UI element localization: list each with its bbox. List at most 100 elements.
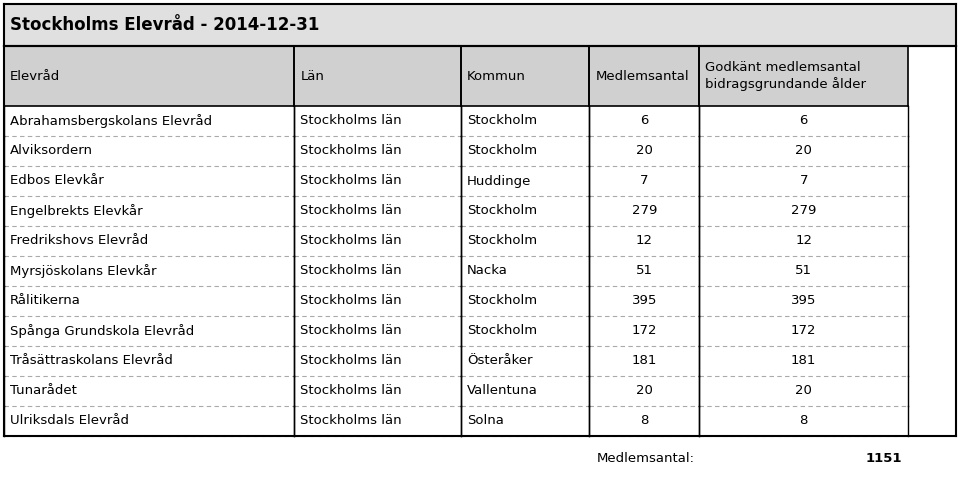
Text: Stockholms län: Stockholms län (300, 115, 402, 128)
Text: 20: 20 (795, 384, 812, 397)
Bar (461, 136, 589, 166)
Text: 20: 20 (636, 144, 653, 157)
Text: Stockholms län: Stockholms län (300, 324, 402, 337)
Text: Godkänt medlemsantal
bidragsgrundande ålder: Godkänt medlemsantal bidragsgrundande ål… (705, 61, 866, 91)
Bar (461, 286, 589, 316)
Bar (589, 376, 699, 406)
Text: Fredrikshovs Elevråd: Fredrikshovs Elevråd (10, 235, 148, 248)
Text: Abrahamsbergskolans Elevråd: Abrahamsbergskolans Elevråd (10, 114, 212, 128)
Text: Stockholms län: Stockholms län (300, 415, 402, 428)
Bar (589, 256, 699, 286)
Bar (295, 136, 461, 166)
Text: 6: 6 (800, 115, 808, 128)
Text: 6: 6 (640, 115, 648, 128)
Text: Stockholm: Stockholm (467, 235, 537, 248)
Bar (589, 46, 699, 106)
Bar (699, 376, 908, 406)
Bar (589, 346, 699, 376)
Bar (295, 46, 461, 106)
Text: 7: 7 (800, 175, 808, 188)
Bar (461, 166, 589, 196)
Bar (589, 136, 699, 166)
Text: 172: 172 (791, 324, 816, 337)
Bar (4, 226, 295, 256)
Text: 1151: 1151 (866, 452, 902, 465)
Bar (589, 196, 699, 226)
Text: 395: 395 (791, 295, 816, 308)
Bar (699, 46, 908, 106)
Bar (295, 106, 461, 136)
Bar (699, 106, 908, 136)
Text: Medlemsantal:: Medlemsantal: (597, 452, 695, 465)
Text: Tunarådet: Tunarådet (10, 384, 77, 397)
Bar (461, 316, 589, 346)
Bar (589, 286, 699, 316)
Text: 12: 12 (795, 235, 812, 248)
Bar (589, 166, 699, 196)
Text: 395: 395 (632, 295, 657, 308)
Bar (4, 346, 295, 376)
Bar (295, 286, 461, 316)
Text: 20: 20 (636, 384, 653, 397)
Bar (4, 106, 295, 136)
Text: Medlemsantal: Medlemsantal (595, 70, 689, 83)
Bar (295, 226, 461, 256)
Text: Solna: Solna (467, 415, 504, 428)
Text: 279: 279 (632, 204, 657, 217)
Bar (699, 346, 908, 376)
Text: 172: 172 (632, 324, 657, 337)
Bar (4, 286, 295, 316)
Text: Spånga Grundskola Elevråd: Spånga Grundskola Elevråd (10, 324, 194, 338)
Text: Stockholms län: Stockholms län (300, 144, 402, 157)
Bar (4, 376, 295, 406)
Text: 51: 51 (636, 264, 653, 277)
Bar (589, 316, 699, 346)
Text: Rålitikerna: Rålitikerna (10, 295, 81, 308)
Text: Stockholms län: Stockholms län (300, 295, 402, 308)
Bar (699, 226, 908, 256)
Bar (461, 106, 589, 136)
Bar (699, 316, 908, 346)
Text: 8: 8 (800, 415, 808, 428)
Text: Stockholms län: Stockholms län (300, 355, 402, 368)
Bar (461, 46, 589, 106)
Text: Ulriksdals Elevråd: Ulriksdals Elevråd (10, 415, 129, 428)
Bar (699, 196, 908, 226)
Text: Tråsättraskolans Elevråd: Tråsättraskolans Elevråd (10, 355, 173, 368)
Text: Stockholms län: Stockholms län (300, 175, 402, 188)
Bar (4, 166, 295, 196)
Text: Huddinge: Huddinge (467, 175, 531, 188)
Text: Nacka: Nacka (467, 264, 508, 277)
Bar (589, 406, 699, 436)
Bar (295, 346, 461, 376)
Bar (295, 256, 461, 286)
Bar (295, 406, 461, 436)
Text: Stockholm: Stockholm (467, 204, 537, 217)
Text: Stockholms län: Stockholms län (300, 204, 402, 217)
Bar (4, 136, 295, 166)
Text: Alviksordern: Alviksordern (10, 144, 93, 157)
Text: Stockholm: Stockholm (467, 324, 537, 337)
Text: Kommun: Kommun (467, 70, 526, 83)
Bar (699, 286, 908, 316)
Bar (461, 406, 589, 436)
Text: Stockholms län: Stockholms län (300, 384, 402, 397)
Bar (4, 406, 295, 436)
Text: Stockholm: Stockholm (467, 144, 537, 157)
Text: Edbos Elevkår: Edbos Elevkår (10, 175, 104, 188)
Text: Elevråd: Elevråd (10, 70, 60, 83)
Text: Stockholms län: Stockholms län (300, 235, 402, 248)
Text: Engelbrekts Elevkår: Engelbrekts Elevkår (10, 204, 143, 218)
Bar (699, 406, 908, 436)
Bar (295, 196, 461, 226)
Bar (461, 256, 589, 286)
Bar (699, 166, 908, 196)
Text: Stockholm: Stockholm (467, 115, 537, 128)
Bar (461, 376, 589, 406)
Bar (461, 196, 589, 226)
Bar (295, 166, 461, 196)
Text: Stockholm: Stockholm (467, 295, 537, 308)
Text: 181: 181 (791, 355, 816, 368)
Bar (461, 346, 589, 376)
Bar (295, 316, 461, 346)
